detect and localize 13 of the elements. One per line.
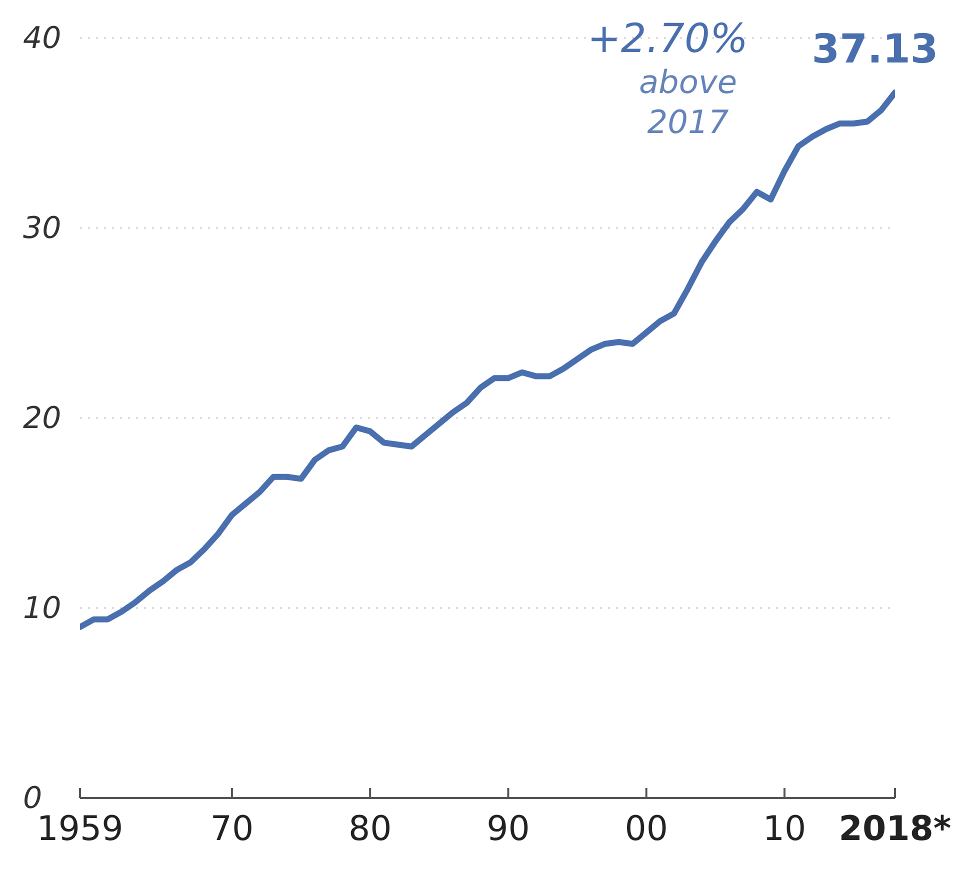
x-tick-label: 70: [210, 809, 254, 849]
x-tick-label: 10: [762, 809, 806, 849]
annotation: above 2017: [638, 62, 738, 142]
x-tick-label: 80: [348, 809, 392, 849]
x-tick-label: 00: [624, 809, 668, 849]
annotation: 37.13: [812, 26, 938, 73]
y-tick-label: 20: [23, 401, 62, 436]
y-tick-label: 10: [23, 591, 62, 626]
y-tick-label: 30: [23, 211, 62, 246]
x-tick-label: 2018*: [838, 809, 952, 849]
y-tick-label: 40: [23, 21, 62, 56]
x-tick-label: 90: [486, 809, 530, 849]
annotation: +2.70%: [586, 16, 748, 62]
